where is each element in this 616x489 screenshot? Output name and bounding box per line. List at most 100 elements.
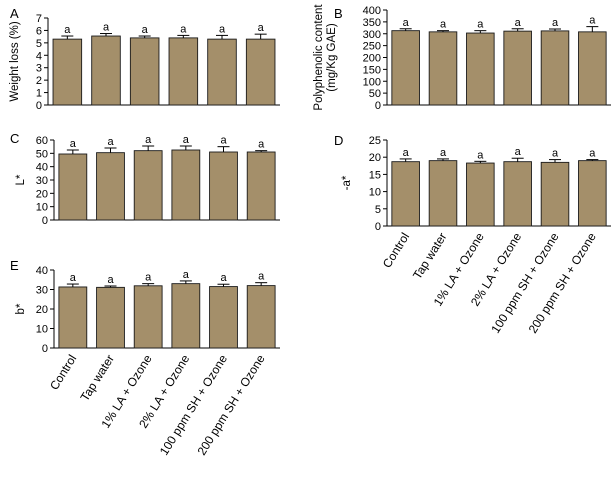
panel-a-y-tick-label: 2: [36, 75, 42, 87]
panel-e-sig-label: a: [145, 272, 152, 284]
panel-a-bar: [129, 37, 160, 106]
panel-e-y-label: b*: [15, 303, 27, 314]
panel-e-sig-label: a: [183, 269, 190, 281]
panel-b-bar: [540, 30, 570, 106]
panel-c-sig-label: a: [258, 139, 265, 151]
panel-b-y-tick-label: 50: [369, 88, 381, 100]
panel-e-sig-label: a: [258, 271, 265, 283]
panel-a-y-tick-label: 0: [36, 100, 42, 112]
panel-a-sig-label: a: [219, 23, 226, 35]
panel-d-sig-label: a: [477, 149, 484, 161]
panel-d-bar: [578, 160, 607, 227]
panel-a-sig-label: a: [64, 24, 71, 36]
panel-c-y-label: L*: [15, 174, 27, 185]
panel-d-bar: [428, 160, 458, 227]
panel-d-y-tick-label: 0: [375, 221, 381, 233]
panel-b-y-tick-label: 250: [363, 41, 381, 53]
panel-c-y-tick-label: 10: [36, 202, 48, 214]
panel-b-bar: [503, 30, 532, 106]
panel-e-sig-label: a: [70, 272, 77, 284]
panel-d-bar: [540, 161, 570, 227]
panel-d-bar: [391, 161, 420, 227]
panel-c-sig-label: a: [145, 134, 152, 146]
panel-d-category-label: Control: [380, 230, 412, 270]
panel-e-letter: E: [10, 258, 19, 273]
panel-a-y-tick-label: 1: [36, 88, 42, 100]
panel-d-y-label: -a*: [341, 175, 353, 190]
panel-c-y-tick-label: 30: [36, 175, 48, 187]
panel-b-sig-label: a: [403, 17, 410, 29]
panel-d-category-label: Tap water: [410, 230, 449, 282]
panel-b-y-tick-label: 100: [363, 76, 381, 88]
panel-b-y-tick-label: 300: [363, 29, 381, 41]
panel-a-y-tick-label: 3: [36, 63, 42, 75]
panel-b-y-label: (mg/Kg GAE): [326, 23, 338, 92]
panel-e-category-label: 100 ppm SH + Ozone: [157, 352, 230, 458]
panel-e-bar: [58, 286, 88, 349]
panel-c-y-tick-label: 20: [36, 188, 48, 200]
panel-d-sig-label: a: [515, 146, 522, 158]
panel-a-sig-label: a: [103, 22, 110, 34]
panel-c-y-tick-label: 40: [36, 162, 48, 174]
panel-b-bar: [391, 30, 420, 106]
panel-b-sig-label: a: [515, 17, 522, 29]
panel-d-sig-label: a: [589, 148, 596, 160]
panel-a-y-tick-label: 4: [36, 50, 42, 62]
panel-a-y-label: Weight loss (%): [9, 21, 21, 101]
panel-d-y-tick-label: 20: [369, 152, 381, 164]
panel-c-letter: C: [10, 131, 19, 146]
panel-e-bar: [96, 286, 125, 349]
panel-a-letter: A: [10, 6, 19, 21]
panel-b-y-tick-label: 350: [363, 17, 381, 29]
panel-b-y-tick-label: 0: [375, 100, 381, 112]
panel-c-bar: [171, 149, 201, 221]
panel-e-bar: [171, 283, 201, 349]
panel-d-y-tick-label: 5: [375, 204, 381, 216]
panel-a-y-tick-label: 6: [36, 25, 42, 37]
panel-a-y-tick-label: 7: [36, 13, 42, 25]
panel-b-y-tick-label: 200: [363, 53, 381, 65]
panel-c-y-tick-label: 60: [36, 135, 48, 147]
panel-b-bar: [428, 31, 458, 106]
panel-a-bar: [168, 37, 199, 106]
panel-d-letter: D: [334, 133, 343, 148]
panel-d-category-label: 200 ppm SH + Ozone: [526, 230, 599, 336]
panel-d-sig-label: a: [440, 147, 447, 159]
panel-e-category-label: Tap water: [78, 352, 117, 404]
panel-e-sig-label: a: [220, 272, 227, 284]
panel-e-bar: [133, 285, 163, 349]
panel-e-y-tick-label: 0: [42, 343, 48, 355]
panel-b-bar: [466, 32, 495, 106]
panel-c-sig-label: a: [70, 138, 77, 150]
panel-a-bar: [52, 38, 83, 106]
panel-b-y-tick-label: 400: [363, 5, 381, 17]
panel-c-bar: [58, 153, 88, 221]
panel-c-sig-label: a: [220, 135, 227, 147]
panel-a-sig-label: a: [258, 22, 265, 34]
panel-d-bar: [503, 161, 532, 227]
panel-b-letter: B: [334, 6, 343, 21]
panel-b-sig-label: a: [440, 19, 447, 31]
panel-c-bar: [209, 151, 238, 221]
panel-a-sig-label: a: [142, 24, 149, 36]
panel-a-y-tick-label: 5: [36, 38, 42, 50]
panel-e-y-tick-label: 10: [36, 324, 48, 336]
panel-e-bar: [246, 285, 276, 349]
panel-e-sig-label: a: [107, 274, 114, 286]
panel-a-bar: [207, 38, 237, 106]
panel-d-y-tick-label: 10: [369, 187, 381, 199]
panel-b-y-label: Polyphenolic content: [313, 4, 325, 111]
panel-d-sig-label: a: [403, 147, 410, 159]
panel-d-bar: [466, 162, 495, 227]
panel-b-sig-label: a: [477, 19, 484, 31]
panel-e-bar: [209, 286, 238, 349]
panel-c-sig-label: a: [107, 136, 114, 148]
panel-c-sig-label: a: [183, 134, 190, 146]
panel-e-category-label: 200 ppm SH + Ozone: [195, 352, 268, 458]
panel-b-y-tick-label: 150: [363, 64, 381, 76]
panel-b-sig-label: a: [589, 15, 596, 27]
panel-d-y-tick-label: 15: [369, 169, 381, 181]
panel-c-bar: [246, 151, 276, 221]
panel-c-bar: [96, 152, 125, 221]
